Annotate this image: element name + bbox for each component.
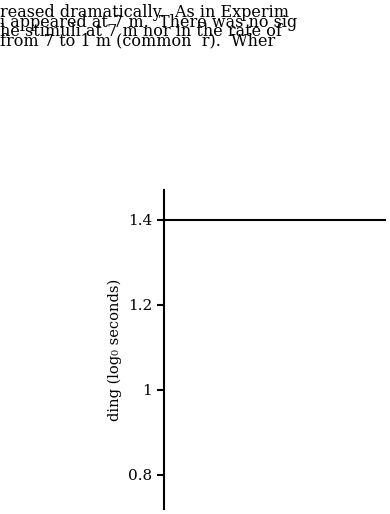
Y-axis label: ding (log₀ seconds): ding (log₀ seconds): [108, 279, 122, 420]
Text: from 7 to 1 m (common  r).  Wher: from 7 to 1 m (common r). Wher: [0, 32, 275, 49]
Text: he stimuli at 7 m nor in the rate of: he stimuli at 7 m nor in the rate of: [0, 23, 282, 40]
Text: i appeared at 7 m.  There was no sig: i appeared at 7 m. There was no sig: [0, 13, 297, 30]
Text: reased dramatically.  As in Experim: reased dramatically. As in Experim: [0, 4, 289, 21]
